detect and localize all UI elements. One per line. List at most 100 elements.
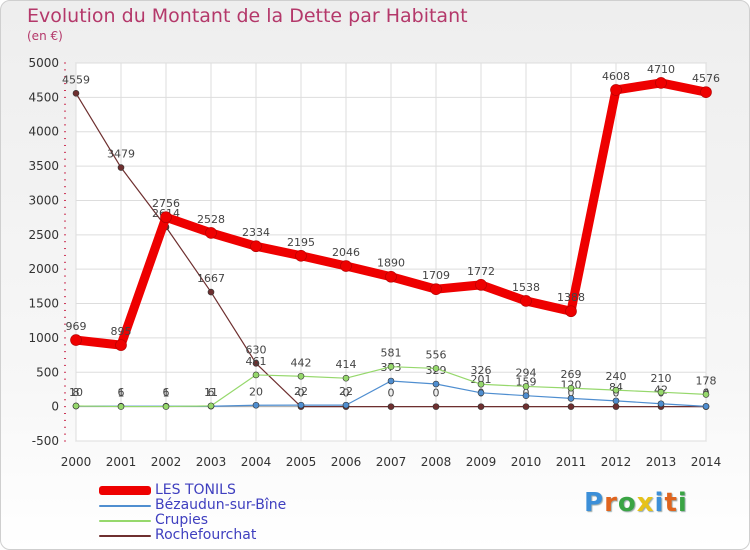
- data-point: [387, 377, 395, 385]
- data-label: 969: [66, 320, 87, 333]
- data-label: 240: [606, 370, 627, 383]
- legend-swatch-bezaudun: [99, 505, 151, 507]
- data-point: [565, 305, 577, 318]
- data-label: 0: [298, 387, 305, 400]
- data-point: [657, 388, 665, 396]
- chart-subtitle: (en €): [27, 29, 63, 43]
- legend-label-les-tonils: LES TONILS: [155, 482, 236, 498]
- logo-letter: r: [604, 488, 618, 518]
- data-label: 2046: [332, 246, 360, 259]
- data-label: 0: [433, 387, 440, 400]
- x-tick-label: 2004: [241, 455, 272, 469]
- data-point: [117, 164, 125, 171]
- data-point: [117, 403, 125, 410]
- data-point: [612, 403, 620, 410]
- data-label: 461: [246, 355, 267, 368]
- data-label: 4608: [602, 70, 630, 83]
- y-tick-label: 2500: [28, 228, 59, 242]
- data-label: 10: [69, 386, 83, 399]
- data-point: [432, 403, 440, 410]
- data-label: 20: [249, 385, 263, 398]
- y-tick-label: 1500: [28, 297, 59, 311]
- data-label: 8: [73, 386, 80, 399]
- data-point: [522, 403, 530, 410]
- data-label: 1667: [197, 272, 225, 285]
- x-tick-label: 2006: [331, 455, 362, 469]
- data-label: 4710: [647, 63, 675, 76]
- data-label: 556: [426, 348, 447, 361]
- chart-title: Evolution du Montant de la Dette par Hab…: [27, 5, 468, 27]
- data-point: [520, 295, 532, 307]
- data-label: 581: [381, 347, 402, 360]
- data-label: 1772: [467, 265, 495, 278]
- data-label: 178: [696, 374, 717, 387]
- y-tick-label: 3000: [28, 193, 59, 207]
- data-label: 1: [163, 387, 170, 400]
- data-point: [567, 395, 575, 402]
- logo-letter: i: [677, 488, 688, 518]
- data-label: 11: [204, 386, 218, 399]
- data-label: 3479: [107, 148, 135, 161]
- logo-letter: P: [584, 488, 605, 518]
- data-point: [387, 363, 395, 371]
- x-tick-label: 2002: [151, 455, 182, 469]
- data-label: 630: [246, 343, 267, 356]
- logo-letter: x: [636, 488, 655, 518]
- x-tick-label: 2001: [106, 455, 137, 469]
- data-point: [430, 283, 442, 295]
- logo-letter: i: [654, 488, 665, 518]
- data-point: [252, 371, 260, 379]
- data-point: [567, 403, 575, 410]
- data-label: 326: [471, 364, 492, 377]
- data-label: 0: [388, 387, 395, 400]
- data-point: [387, 403, 395, 410]
- data-point: [700, 86, 712, 98]
- data-point: [477, 403, 485, 410]
- y-tick-label: 0: [51, 400, 59, 414]
- data-label: 6: [118, 386, 125, 399]
- data-point: [657, 400, 665, 408]
- data-label: 1709: [422, 269, 450, 282]
- data-label: 2528: [197, 213, 225, 226]
- x-tick-label: 2005: [286, 455, 317, 469]
- data-label: 0: [568, 387, 575, 400]
- x-tick-label: 2011: [556, 455, 587, 469]
- data-point: [295, 249, 307, 262]
- logo-letter: t: [664, 488, 678, 518]
- data-point: [477, 389, 485, 397]
- data-point: [612, 397, 620, 405]
- data-label: 22: [294, 385, 308, 398]
- data-point: [655, 77, 667, 89]
- data-label: 0: [343, 387, 350, 400]
- data-point: [297, 372, 305, 380]
- data-point: [160, 211, 172, 224]
- data-point: [522, 383, 530, 390]
- data-point: [522, 392, 530, 400]
- data-label: 6: [163, 386, 170, 399]
- data-label: 6: [208, 386, 215, 399]
- legend-swatch-les-tonils: [99, 486, 151, 495]
- legend-swatch-crupies: [99, 520, 151, 522]
- x-tick-label: 2007: [376, 455, 407, 469]
- data-point: [250, 240, 262, 253]
- x-tick-label: 2012: [601, 455, 632, 469]
- data-label: 1890: [377, 257, 405, 270]
- data-point: [252, 401, 260, 409]
- data-label: 4576: [692, 72, 720, 85]
- data-point: [207, 402, 215, 410]
- legend-swatch-rochefourchat: [99, 535, 151, 537]
- legend-label-bezaudun: Bézaudun-sur-Bîne: [155, 497, 287, 513]
- data-point: [342, 374, 350, 382]
- y-tick-label: 1000: [28, 331, 59, 345]
- x-tick-label: 2014: [691, 455, 722, 469]
- proxiti-logo: Proxiti: [584, 488, 688, 518]
- legend-label-rochefourchat: Rochefourchat: [155, 527, 257, 543]
- y-tick-label: 4000: [28, 125, 59, 139]
- data-label: 159: [516, 376, 537, 389]
- y-tick-label: 5000: [28, 56, 59, 70]
- data-point: [72, 402, 80, 410]
- data-point: [475, 279, 487, 291]
- data-point: [385, 270, 397, 283]
